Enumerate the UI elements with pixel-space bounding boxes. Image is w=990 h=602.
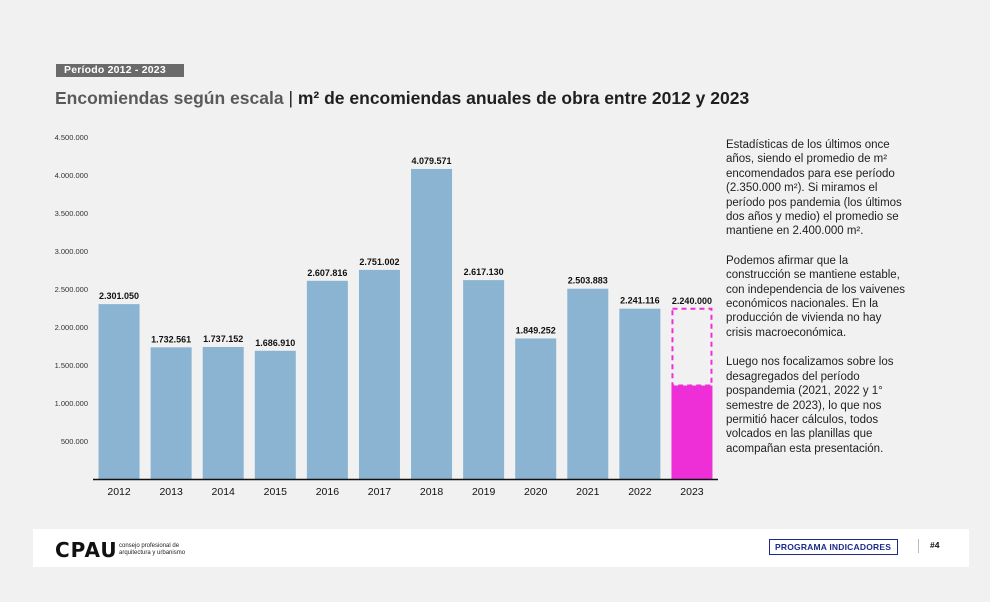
data-label: 2.607.816	[307, 268, 347, 278]
x-tick-label: 2014	[212, 486, 236, 498]
x-tick-label: 2021	[576, 486, 600, 498]
bar-2018	[411, 168, 453, 479]
data-label: 2.301.050	[99, 291, 139, 301]
bar-2015	[254, 350, 296, 479]
y-tick-label: 2.500.000	[55, 285, 88, 294]
y-tick-label: 1.500.000	[55, 361, 88, 370]
y-tick-label: 4.000.000	[55, 171, 88, 180]
bar-2020	[515, 338, 557, 479]
data-label: 1.686.910	[255, 338, 295, 348]
y-tick-label: 2.000.000	[55, 323, 88, 332]
side-paragraph-2: Podemos afirmar que la construcción se m…	[726, 254, 906, 339]
footer-divider	[918, 539, 919, 553]
bar-2022	[619, 308, 661, 479]
side-paragraph-1: Estadísticas de los últimos once años, s…	[726, 139, 902, 238]
bar-2013	[150, 347, 192, 479]
title-sub: m² de encomiendas anuales de obra entre …	[297, 88, 750, 108]
bar-2014	[202, 346, 244, 479]
data-label: 2.751.002	[359, 257, 399, 267]
x-tick-label: 2023	[680, 486, 704, 498]
y-tick-label: 3.500.000	[55, 209, 88, 218]
y-tick-label: 500.000	[61, 437, 88, 446]
title-separator: |	[283, 88, 298, 108]
bar-2021	[567, 288, 609, 479]
x-tick-label: 2012	[107, 486, 131, 498]
x-tick-label: 2013	[159, 486, 183, 498]
page-number: #4	[930, 540, 940, 550]
data-label: 2.617.130	[464, 267, 504, 277]
data-label: 2.240.000	[672, 296, 712, 306]
title-main: Encomiendas según escala	[55, 88, 284, 108]
x-tick-label: 2020	[524, 486, 548, 498]
data-label: 1.849.252	[516, 325, 556, 335]
page-title: Encomiendas según escala | m² de encomie…	[55, 88, 749, 109]
period-tag: Período 2012 - 2023	[56, 64, 184, 77]
projected-bar-outline	[671, 307, 713, 387]
bar-2012	[98, 304, 140, 479]
x-tick-label: 2017	[368, 486, 392, 498]
side-text: Estadísticas de los últimos once años, s…	[726, 138, 910, 471]
cpau-logo: CPAU	[55, 538, 118, 562]
data-label: 1.737.152	[203, 334, 243, 344]
program-indicadores-link[interactable]: PROGRAMA INDICADORES	[769, 539, 899, 555]
y-tick-label: 1.000.000	[55, 399, 88, 408]
data-label: 4.079.571	[412, 156, 452, 166]
side-paragraph-3: Luego nos focalizamos sobre los desagreg…	[726, 356, 894, 455]
x-tick-label: 2015	[264, 486, 288, 498]
y-tick-label: 4.500.000	[55, 133, 88, 142]
x-tick-label: 2022	[628, 486, 652, 498]
bar-2023	[671, 385, 713, 479]
bar-2019	[463, 280, 505, 479]
x-tick-label: 2016	[316, 486, 340, 498]
bar-2017	[358, 269, 400, 479]
data-label: 1.732.561	[151, 334, 191, 344]
x-tick-label: 2019	[472, 486, 496, 498]
bar-2016	[306, 280, 348, 479]
x-tick-label: 2018	[420, 486, 444, 498]
y-tick-label: 3.000.000	[55, 247, 88, 256]
data-label: 2.503.883	[568, 276, 608, 286]
data-label: 2.241.116	[620, 296, 660, 306]
footer: CPAU consejo profesional de arquitectura…	[33, 529, 969, 567]
logo-subtitle: consejo profesional de arquitectura y ur…	[119, 543, 186, 556]
